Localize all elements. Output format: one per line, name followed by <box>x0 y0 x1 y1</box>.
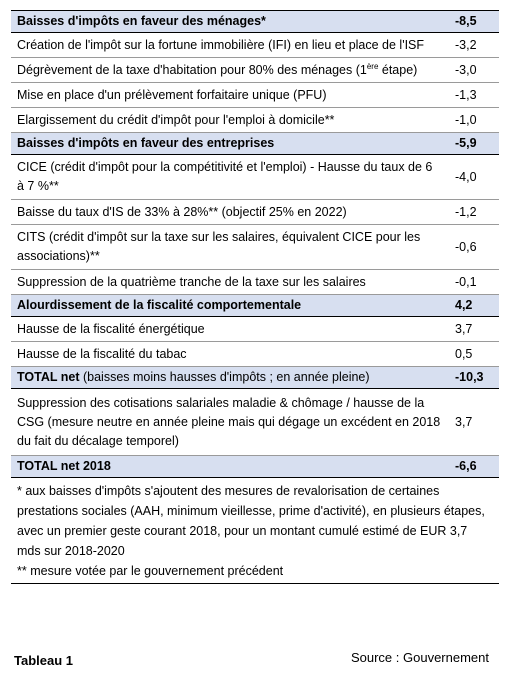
row-label: CITS (crédit d'impôt sur la taxe sur les… <box>11 224 447 270</box>
row-label: Suppression de la quatrième tranche de l… <box>11 269 447 295</box>
fiscal-measures-table: Baisses d'impôts en faveur des ménages* … <box>11 10 499 584</box>
row-label: TOTAL net (baisses moins hausses d'impôt… <box>11 366 447 389</box>
row-value: -5,9 <box>447 132 499 155</box>
row-value: 0,5 <box>447 341 499 367</box>
row-value: 3,7 <box>447 388 499 456</box>
total-net-label-detail: (baisses moins hausses d'impôts ; en ann… <box>79 370 370 384</box>
table-row: Baisse du taux d'IS de 33% à 28%** (obje… <box>11 199 499 225</box>
row-label: Création de l'impôt sur la fortune immob… <box>11 32 447 58</box>
row-label: Mise en place d'un prélèvement forfaitai… <box>11 82 447 108</box>
row-value: -3,0 <box>447 57 499 83</box>
fiscal-measures-table-container: Baisses d'impôts en faveur des ménages* … <box>11 10 499 584</box>
table-row: CITS (crédit d'impôt sur la taxe sur les… <box>11 224 499 270</box>
section-row-behavioural-taxation: Alourdissement de la fiscalité comportem… <box>11 294 499 317</box>
table-number: Tableau 1 <box>14 653 74 668</box>
footnote-single-star: * aux baisses d'impôts s'ajoutent des me… <box>17 484 485 558</box>
row-value: -1,2 <box>447 199 499 225</box>
row-value: -4,0 <box>447 154 499 200</box>
table-row: Hausse de la fiscalité du tabac 0,5 <box>11 341 499 367</box>
row-value: -1,0 <box>447 107 499 133</box>
row-label: Dégrèvement de la taxe d'habitation pour… <box>11 57 447 83</box>
table-row: Suppression des cotisations salariales m… <box>11 388 499 456</box>
row-label: Alourdissement de la fiscalité comportem… <box>11 294 447 317</box>
row-label: Baisses d'impôts en faveur des ménages* <box>11 10 447 33</box>
table-row: Elargissement du crédit d'impôt pour l'e… <box>11 107 499 133</box>
row-label-text-end: étape) <box>378 62 418 77</box>
row-label: TOTAL net 2018 <box>11 455 447 478</box>
source-note: Source : Gouvernement <box>350 650 489 665</box>
section-row-households: Baisses d'impôts en faveur des ménages* … <box>11 10 499 33</box>
row-label: Suppression des cotisations salariales m… <box>11 388 447 456</box>
row-value: -3,2 <box>447 32 499 58</box>
row-value: -0,1 <box>447 269 499 295</box>
total-net-label: TOTAL net <box>17 370 80 384</box>
total-net-row: TOTAL net (baisses moins hausses d'impôt… <box>11 366 499 389</box>
row-value: 4,2 <box>447 294 499 317</box>
row-label-text: Dégrèvement de la taxe d'habitation pour… <box>17 62 367 77</box>
row-value: -10,3 <box>447 366 499 389</box>
table-row: CICE (crédit d'impôt pour la compétitivi… <box>11 154 499 200</box>
row-value: -8,5 <box>447 10 499 33</box>
row-label-superscript: ère <box>366 61 379 71</box>
row-label: Elargissement du crédit d'impôt pour l'e… <box>11 107 447 133</box>
total-net-2018-row: TOTAL net 2018 -6,6 <box>11 455 499 478</box>
row-label: Baisses d'impôts en faveur des entrepris… <box>11 132 447 155</box>
row-value: -6,6 <box>447 455 499 478</box>
footnote-double-star: ** mesure votée par le gouvernement préc… <box>17 564 284 578</box>
row-label: Baisse du taux d'IS de 33% à 28%** (obje… <box>11 199 447 225</box>
table-row: Dégrèvement de la taxe d'habitation pour… <box>11 57 499 83</box>
row-label: Hausse de la fiscalité énergétique <box>11 316 447 342</box>
row-label: CICE (crédit d'impôt pour la compétitivi… <box>11 154 447 200</box>
row-value: -0,6 <box>447 224 499 270</box>
table-row: Création de l'impôt sur la fortune immob… <box>11 32 499 58</box>
row-value: 3,7 <box>447 316 499 342</box>
row-label: Hausse de la fiscalité du tabac <box>11 341 447 367</box>
table-row: Hausse de la fiscalité énergétique 3,7 <box>11 316 499 342</box>
row-value: -1,3 <box>447 82 499 108</box>
table-row: Suppression de la quatrième tranche de l… <box>11 269 499 295</box>
footnotes-row: * aux baisses d'impôts s'ajoutent des me… <box>11 477 499 584</box>
table-row: Mise en place d'un prélèvement forfaitai… <box>11 82 499 108</box>
section-row-businesses: Baisses d'impôts en faveur des entrepris… <box>11 132 499 155</box>
